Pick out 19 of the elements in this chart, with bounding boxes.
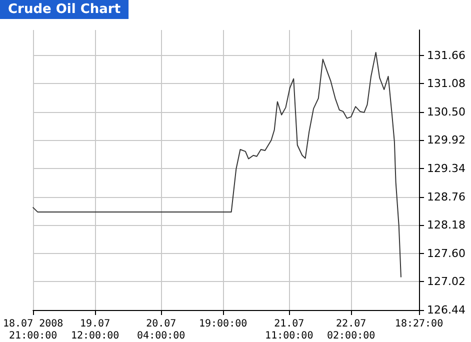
line-series — [32, 52, 402, 278]
x-tick-label: 18.07 2008 21:00:00 — [2, 318, 64, 342]
y-tick-label: 129.34 — [427, 162, 466, 176]
x-tick-label: 18:27:00 — [394, 318, 444, 330]
y-tick-label: 128.18 — [427, 218, 466, 232]
y-tick-label: 130.50 — [427, 105, 466, 118]
x-tick-label: 19.07 12:00:00 — [70, 318, 120, 342]
x-tick-label: 20.07 04:00:00 — [137, 318, 186, 342]
y-tick-label: 131.08 — [427, 77, 466, 90]
y-tick-label: 126.44 — [427, 304, 466, 316]
x-tick-label: 22.07 02:00:00 — [326, 318, 376, 342]
y-tick-label: 127.02 — [427, 275, 466, 288]
y-tick-label: 131.66 — [427, 48, 466, 62]
chart-title: Crude Oil Chart — [8, 2, 121, 17]
x-tick-label: 19:00:00 — [198, 318, 248, 330]
y-tick-label: 128.76 — [427, 190, 466, 204]
y-tick-label: 129.92 — [427, 134, 466, 147]
x-tick-label: 21.07 11:00:00 — [265, 318, 314, 342]
y-tick-label: 127.60 — [427, 246, 466, 260]
